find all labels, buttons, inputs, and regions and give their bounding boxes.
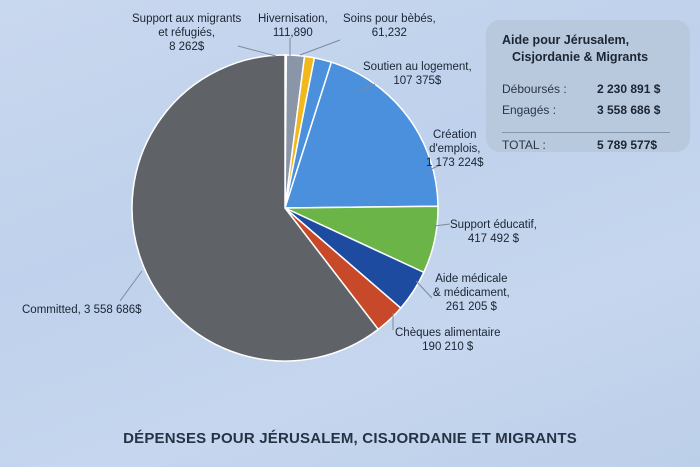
label-committed: Committed, 3 558 686$	[22, 303, 142, 317]
label-medicale-line1: Aide médicale	[435, 273, 508, 285]
leader-line-educatif	[433, 223, 451, 227]
label-hivernisation: Hivernisation, 111,890	[258, 12, 328, 40]
leader-line-migrants	[237, 45, 277, 57]
pie-slice-cr-ation-d-emplois	[283, 61, 439, 209]
label-migrants: Support aux migrants et réfugiés, 8 262$	[132, 12, 241, 54]
leader-line-logement	[356, 83, 376, 93]
label-emplois-line2: d'emplois,	[429, 143, 481, 155]
label-migrants-line2: et réfugiés,	[158, 27, 216, 39]
summary-key: Engagés :	[502, 103, 557, 117]
label-bebes-line1: Soins pour bèbés,	[343, 13, 436, 25]
summary-value: 3 558 686 $	[597, 103, 661, 117]
summary-box: Aide pour Jérusalem, Cisjordanie & Migra…	[486, 20, 690, 152]
label-logement: Soutien au logement, 107 375$	[363, 60, 472, 88]
summary-value: 2 230 891 $	[597, 82, 661, 96]
chart-title: DÉPENSES POUR JÉRUSALEM, CISJORDANIE ET …	[123, 430, 577, 447]
label-medicale-line2: & médicament,	[433, 287, 510, 299]
summary-divider	[502, 132, 670, 133]
label-educatif: Support éducatif, 417 492 $	[450, 218, 537, 246]
summary-key: TOTAL :	[502, 138, 546, 152]
label-hivernisation-line1: Hivernisation,	[258, 13, 328, 25]
label-hivernisation-value: 111,890	[272, 27, 313, 39]
label-medicale-value: 261 205 $	[445, 301, 497, 313]
label-educatif-line1: Support éducatif,	[450, 219, 537, 231]
label-bebes: Soins pour bèbés, 61,232	[343, 12, 436, 40]
leader-line-bebes	[299, 39, 341, 56]
summary-title-line2: Cisjordanie & Migrants	[512, 50, 649, 64]
label-bebes-value: 61,232	[371, 27, 407, 39]
label-committed-text: Committed, 3 558 686$	[22, 304, 142, 316]
leader-line-emplois	[426, 164, 441, 172]
leader-line-medicale	[415, 280, 433, 299]
label-migrants-line1: Support aux migrants	[132, 13, 242, 25]
label-migrants-value: 8 262$	[169, 41, 205, 53]
summary-key: Déboursés :	[502, 82, 567, 96]
label-cheques-value: 190 210 $	[422, 341, 474, 353]
pie-slice-committed	[131, 54, 380, 362]
summary-value: 5 789 577$	[597, 138, 658, 152]
label-cheques: Chèques alimentaire 190 210 $	[395, 326, 500, 354]
label-logement-line1: Soutien au logement,	[363, 61, 472, 73]
label-medicale: Aide médicale & médicament, 261 205 $	[433, 272, 510, 314]
label-cheques-line1: Chèques alimentaire	[395, 327, 501, 339]
label-emplois-line1: Création	[433, 129, 477, 141]
label-logement-value: 107 375$	[393, 75, 442, 87]
leader-line-committed	[119, 270, 143, 302]
label-educatif-value: 417 492 $	[467, 233, 520, 245]
label-emplois-value: 1 173 224$	[426, 157, 484, 169]
summary-title: Aide pour Jérusalem, Cisjordanie & Migra…	[502, 32, 648, 66]
label-emplois: Création d'emplois, 1 173 224$	[426, 128, 484, 170]
summary-title-line1: Aide pour Jérusalem,	[502, 33, 630, 47]
